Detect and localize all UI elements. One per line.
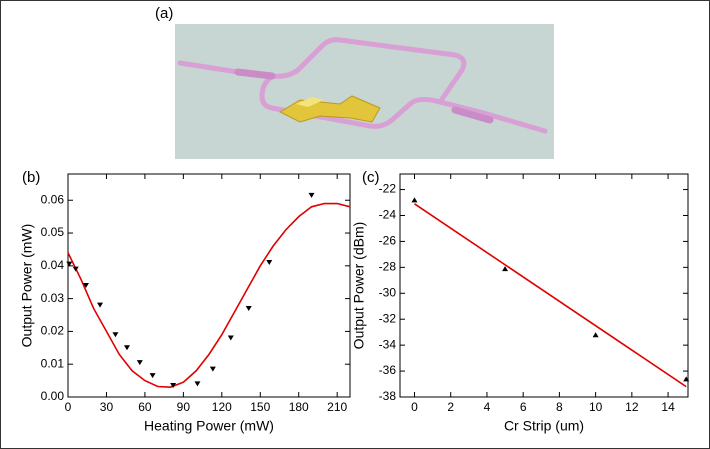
y-tick-label: -36	[379, 363, 397, 377]
data-point	[194, 381, 201, 387]
panel-label: (c)	[362, 169, 380, 186]
x-tick-label: 60	[138, 400, 152, 414]
y-tick-label: -32	[379, 311, 397, 325]
x-tick-label: 0	[411, 400, 418, 414]
y-tick-label: 0.03	[41, 291, 65, 305]
data-point	[82, 283, 89, 288]
device-render	[175, 24, 554, 159]
data-point	[308, 192, 315, 198]
x-tick-label: 180	[289, 400, 309, 414]
data-point	[112, 332, 119, 338]
x-tick-label: 150	[250, 400, 270, 414]
data-point	[683, 376, 690, 382]
y-tick-label: -26	[379, 234, 397, 248]
x-tick-label: 90	[177, 400, 191, 414]
x-tick-label: 0	[65, 400, 72, 414]
x-tick-label: 6	[520, 400, 527, 414]
data-point	[136, 360, 143, 366]
data-point	[209, 366, 216, 372]
y-axis-title: Output Power (dBm)	[351, 222, 367, 350]
data-point	[170, 383, 177, 389]
data-point	[502, 266, 509, 272]
x-axis-title: Heating Power (mW)	[144, 418, 274, 434]
x-tick-label: 12	[625, 400, 639, 414]
data-point	[592, 332, 599, 338]
y-tick-label: -34	[379, 337, 397, 351]
x-tick-label: 210	[327, 400, 347, 414]
y-tick-label: -30	[379, 285, 397, 299]
data-point	[149, 373, 156, 379]
panel-label: (a)	[155, 5, 173, 22]
y-tick-label: 0.05	[41, 225, 65, 239]
panel-label: (b)	[22, 169, 40, 186]
y-tick-label: 0.04	[41, 258, 65, 272]
data-point	[97, 302, 104, 308]
data-point	[245, 305, 252, 311]
data-point	[123, 345, 130, 351]
y-tick-label: -22	[379, 182, 397, 196]
x-tick-label: 30	[100, 400, 114, 414]
x-tick-label: 120	[212, 400, 232, 414]
y-axis-title: Output Power (mW)	[19, 224, 35, 348]
y-tick-label: -38	[379, 389, 397, 403]
fit-line	[414, 203, 687, 388]
x-tick-label: 10	[589, 400, 603, 414]
data-point	[66, 261, 73, 267]
y-tick-label: -28	[379, 260, 397, 274]
plot-frame	[399, 173, 689, 398]
data-point	[411, 197, 418, 203]
x-tick-label: 2	[447, 400, 454, 414]
x-tick-label: 4	[484, 400, 491, 414]
y-tick-label: 0.00	[41, 389, 65, 403]
plot-frame	[67, 173, 351, 398]
y-tick-label: 0.01	[41, 356, 65, 370]
data-point	[227, 335, 234, 341]
fit-line	[67, 202, 351, 388]
y-tick-label: -24	[379, 208, 397, 222]
x-tick-label: 8	[556, 400, 563, 414]
x-tick-label: 14	[661, 400, 675, 414]
x-axis-title: Cr Strip (um)	[504, 418, 584, 434]
y-tick-label: 0.02	[41, 324, 65, 338]
data-point	[72, 266, 79, 272]
data-point	[266, 260, 273, 266]
y-tick-label: 0.06	[41, 192, 65, 206]
